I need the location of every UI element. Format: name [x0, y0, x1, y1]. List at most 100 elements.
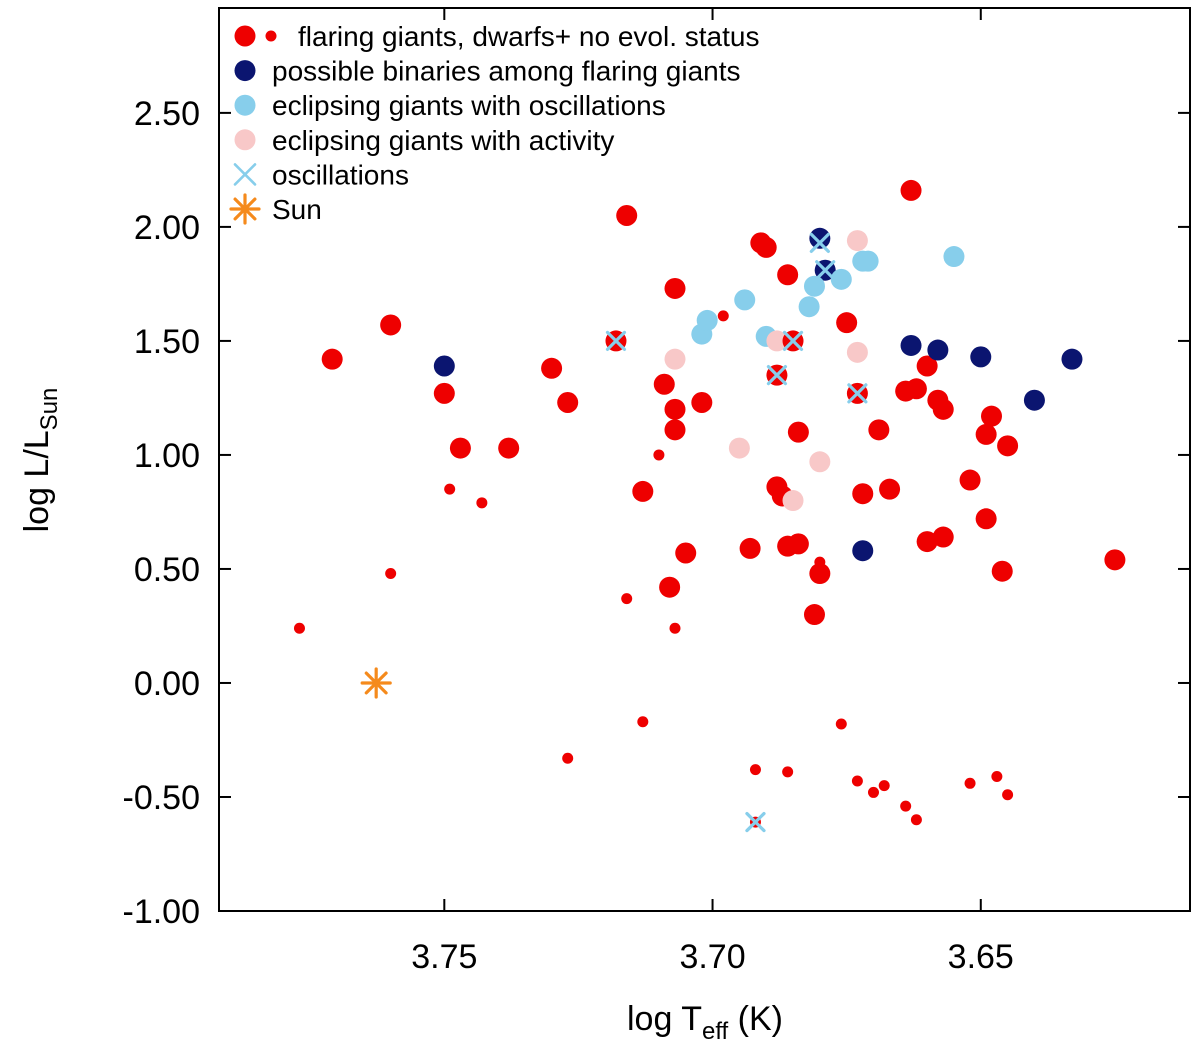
- data-point: [878, 780, 890, 792]
- data-point: [664, 419, 686, 441]
- data-point: [1002, 789, 1014, 801]
- data-point: [653, 449, 665, 461]
- data-point: [916, 355, 938, 377]
- legend-marker-small: [265, 30, 277, 42]
- y-tick-label: 2.50: [134, 95, 200, 133]
- data-point: [927, 339, 949, 361]
- series-oscillations: [605, 232, 868, 833]
- y-tick-label: -0.50: [123, 779, 201, 817]
- y-tick-label: 0.50: [134, 551, 200, 589]
- data-point: [975, 508, 997, 530]
- data-point: [787, 533, 809, 555]
- legend-item: Sun: [229, 193, 322, 225]
- data-point: [739, 537, 761, 559]
- data-point: [1061, 348, 1083, 370]
- data-point: [696, 309, 718, 331]
- data-point: [809, 563, 831, 585]
- series-flaring-dwarfs-no-evol-status: [293, 310, 1014, 826]
- oscillation-cross-stroke-b: [782, 330, 804, 352]
- data-point: [879, 478, 901, 500]
- y-tick-label: -1.00: [123, 893, 201, 931]
- oscillation-cross-stroke-b: [847, 383, 868, 404]
- data-point: [959, 469, 981, 491]
- data-point: [900, 334, 922, 356]
- plot-frame: [218, 7, 1191, 912]
- data-point: [905, 378, 927, 400]
- data-point: [970, 346, 992, 368]
- data-point: [728, 437, 750, 459]
- data-point: [562, 752, 574, 764]
- sun-marker-ray: [233, 197, 257, 221]
- x-tick-label: 3.75: [411, 938, 477, 976]
- data-point: [782, 766, 794, 778]
- data-point: [900, 800, 912, 812]
- data-point: [664, 277, 686, 299]
- data-point: [749, 764, 761, 776]
- legend-label: eclipsing giants with oscillations: [272, 90, 666, 121]
- data-point: [616, 205, 638, 227]
- data-point: [1023, 389, 1045, 411]
- data-point: [498, 437, 520, 459]
- data-point: [321, 348, 343, 370]
- data-point: [910, 814, 922, 826]
- data-point: [621, 593, 633, 605]
- series-sun: [360, 667, 392, 699]
- oscillation-cross-stroke-b: [766, 365, 788, 386]
- series-eclipsing-giants-with-activity: [664, 230, 868, 512]
- data-point: [932, 526, 954, 548]
- legend-item: possible binaries among flaring giants: [234, 56, 741, 87]
- data-point: [835, 718, 847, 730]
- legend-item: flaring giants, dwarfs+ no evol. status: [234, 21, 759, 52]
- data-point: [653, 373, 675, 395]
- y-tick-label: 1.50: [134, 323, 200, 361]
- oscillation-cross-stroke-b: [809, 232, 830, 253]
- x-axis-label-sub: eff: [702, 1018, 729, 1045]
- legend-label: flaring giants, dwarfs+ no evol. status: [298, 21, 759, 52]
- data-point: [803, 275, 825, 297]
- data-point: [943, 246, 965, 268]
- legend-label: oscillations: [272, 159, 409, 190]
- data-point: [675, 542, 697, 564]
- y-tick-label: 1.00: [134, 437, 200, 475]
- data-point: [830, 268, 852, 290]
- data-point: [846, 230, 868, 252]
- data-point: [659, 576, 681, 598]
- data-point: [916, 531, 938, 553]
- data-point: [664, 348, 686, 370]
- data-point: [557, 391, 579, 413]
- axes: -1.00 -0.50 0.00 0.50 1.00 1.50 2.00 2.50 3.75 3.…: [123, 8, 1190, 976]
- data-point: [664, 398, 686, 420]
- legend: flaring giants, dwarfs+ no evol. status p…: [229, 21, 759, 225]
- legend-label: possible binaries among flaring giants: [272, 56, 741, 87]
- series-oscillating-flaring-stars-red-cross-: [605, 330, 868, 404]
- data-point: [991, 560, 1013, 582]
- data-point: [991, 770, 1003, 782]
- data-point: [997, 435, 1019, 457]
- legend-marker: [234, 129, 256, 151]
- data-point: [900, 179, 922, 201]
- data-point: [851, 775, 863, 787]
- data-point: [476, 497, 488, 509]
- x-tick-label: 3.65: [948, 938, 1014, 976]
- data-point: [766, 330, 788, 352]
- data-point: [691, 391, 713, 413]
- data-point: [717, 310, 729, 322]
- x-axis-label-base: log T: [627, 1000, 702, 1038]
- data-point: [932, 398, 954, 420]
- chart-marks: [293, 179, 1126, 833]
- data-point: [637, 716, 649, 728]
- legend-marker: [234, 60, 256, 82]
- data-point: [734, 289, 756, 311]
- y-tick-label: 2.00: [134, 209, 200, 247]
- data-point: [782, 490, 804, 512]
- y-axis-label-base: log L/L: [18, 430, 56, 532]
- data-point: [632, 480, 654, 502]
- x-axis-label: log Teff (K): [627, 1000, 783, 1045]
- data-point: [787, 421, 809, 443]
- data-point: [809, 227, 831, 249]
- oscillation-cross-stroke-b: [745, 811, 766, 833]
- legend-marker-big: [234, 25, 256, 47]
- data-point: [803, 604, 825, 626]
- data-point: [964, 777, 976, 789]
